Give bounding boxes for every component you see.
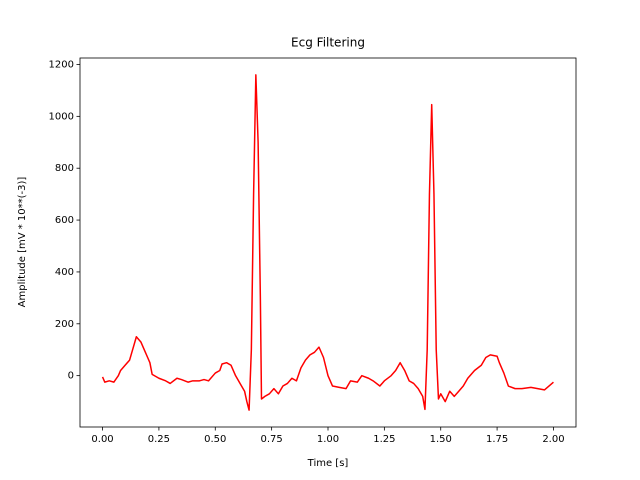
y-tick-label: 1200 xyxy=(49,59,74,70)
x-axis-label: Time [s] xyxy=(307,458,349,469)
ecg-line xyxy=(101,74,554,411)
x-tick-label: 0.50 xyxy=(204,434,226,445)
x-tick-label: 1.25 xyxy=(373,434,395,445)
y-tick-label: 1000 xyxy=(49,111,74,122)
plot-frame xyxy=(79,57,577,428)
y-tick-label: 800 xyxy=(55,163,74,174)
x-tick-label: 0.25 xyxy=(148,434,170,445)
y-tick-label: 600 xyxy=(55,215,74,226)
x-tick-label: 1.50 xyxy=(430,434,452,445)
x-tick-label: 0.00 xyxy=(91,434,113,445)
x-tick-label: 0.75 xyxy=(261,434,283,445)
chart-title: Ecg Filtering xyxy=(291,36,365,50)
y-axis-label: Amplitude [mV * 10**(-3)] xyxy=(17,177,28,308)
x-tick-label: 1.00 xyxy=(317,434,339,445)
x-tick-label: 2.00 xyxy=(542,434,564,445)
y-tick-label: 400 xyxy=(55,267,74,278)
x-tick-label: 1.75 xyxy=(486,434,508,445)
y-tick-label: 0 xyxy=(68,371,74,382)
y-tick-label: 200 xyxy=(55,319,74,330)
